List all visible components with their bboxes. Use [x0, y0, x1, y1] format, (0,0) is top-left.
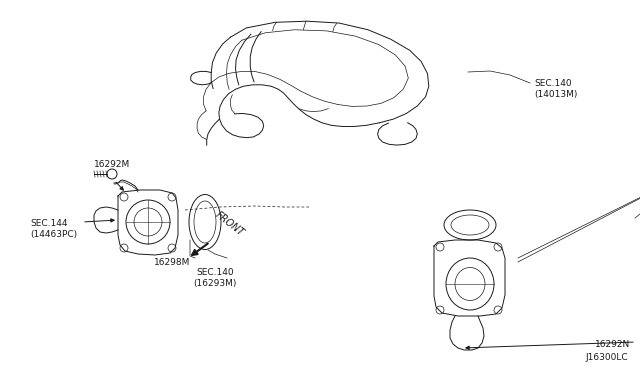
- Text: SEC.144: SEC.144: [30, 219, 67, 228]
- Text: FRONT: FRONT: [214, 210, 246, 238]
- Text: (14463PC): (14463PC): [30, 230, 77, 239]
- Text: SEC.140: SEC.140: [534, 79, 572, 88]
- Text: (14013M): (14013M): [534, 90, 577, 99]
- Text: 16292M: 16292M: [94, 160, 130, 169]
- Text: (16293M): (16293M): [193, 279, 237, 288]
- Text: J16300LC: J16300LC: [586, 353, 628, 362]
- Text: 16298M: 16298M: [154, 258, 190, 267]
- Text: 16292N: 16292N: [595, 340, 630, 349]
- Text: SEC.140: SEC.140: [196, 268, 234, 277]
